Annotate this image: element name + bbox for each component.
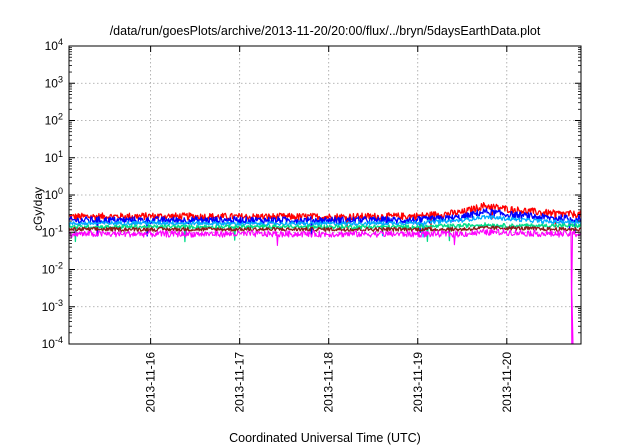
x-tick-label: 2013-11-19 (411, 352, 425, 413)
y-tick-base: 10 (45, 151, 59, 165)
y-tick-exponent: -4 (55, 335, 63, 345)
y-tick-label: 10-2 (42, 261, 63, 277)
y-tick-label: 10-3 (42, 298, 63, 314)
y-tick-exponent: 2 (58, 112, 63, 122)
plot-frame (68, 45, 582, 345)
y-tick-exponent: 3 (58, 74, 63, 84)
y-tick-exponent: -3 (55, 298, 63, 308)
y-tick-exponent: -1 (55, 223, 63, 233)
y-tick-base: 10 (42, 337, 56, 351)
x-tick-label: 2013-11-18 (322, 352, 336, 413)
y-axis-label: cGy/day (31, 187, 45, 231)
y-tick-base: 10 (45, 39, 59, 53)
y-tick-base: 10 (42, 263, 56, 277)
y-tick-base: 10 (45, 114, 59, 128)
axes (68, 45, 582, 345)
y-tick-label: 102 (45, 112, 63, 128)
y-tick-label: 101 (45, 149, 63, 165)
y-tick-label: 103 (45, 74, 63, 90)
y-tick-label: 100 (45, 186, 63, 202)
y-tick-base: 10 (42, 300, 56, 314)
y-tick-exponent: 1 (58, 149, 63, 159)
series-line-1 (68, 202, 582, 231)
x-tick-label: 2013-11-16 (144, 352, 158, 413)
y-tick-base: 10 (42, 225, 56, 239)
x-tick-label: 2013-11-17 (233, 352, 247, 413)
y-tick-base: 10 (45, 188, 59, 202)
y-tick-exponent: -2 (55, 261, 63, 271)
grid (69, 46, 581, 344)
y-tick-exponent: 4 (58, 37, 63, 47)
series-group (68, 202, 582, 345)
y-tick-base: 10 (45, 76, 59, 90)
y-tick-label: 10-1 (42, 223, 63, 239)
series-line-3 (68, 214, 582, 238)
x-tick-labels: 2013-11-16 2013-11-17 2013-11-18 2013-11-19… (144, 352, 514, 413)
y-tick-exponent: 0 (58, 186, 63, 196)
x-axis-label: Coordinated Universal Time (UTC) (229, 431, 421, 445)
series-line-5 (68, 225, 582, 232)
chart-title: /data/run/goesPlots/archive/2013-11-20/2… (110, 24, 541, 38)
series-line-6 (69, 228, 582, 345)
y-tick-label: 104 (45, 37, 63, 53)
x-tick-label: 2013-11-20 (500, 352, 514, 413)
y-tick-label: 10-4 (42, 335, 63, 351)
